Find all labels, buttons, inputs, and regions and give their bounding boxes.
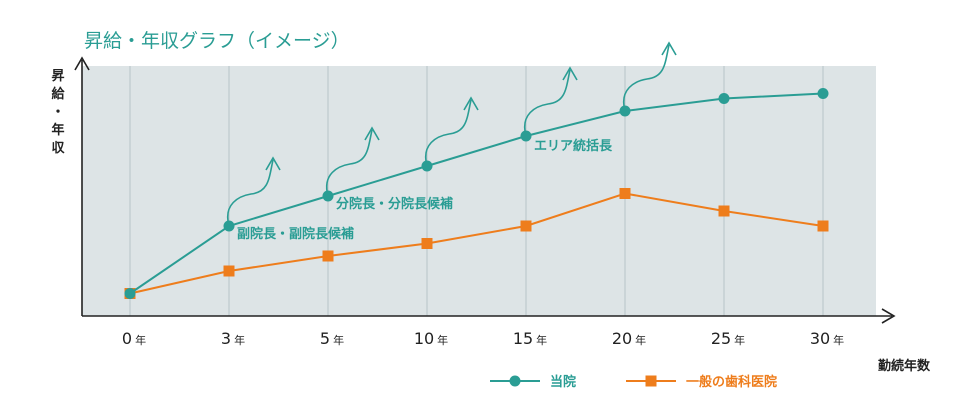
legend-label: 当院 — [550, 374, 576, 390]
growth-arrowhead — [463, 96, 479, 111]
x-axis-label: 勤続年数 — [878, 358, 931, 374]
data-point — [817, 88, 829, 99]
data-point — [421, 160, 433, 172]
growth-arrowhead — [364, 126, 380, 141]
data-point — [124, 288, 136, 299]
data-point — [421, 238, 433, 249]
series-line — [129, 192, 824, 295]
data-point — [718, 93, 730, 104]
x-tick-label: 10 年 — [414, 329, 448, 348]
data-point — [520, 220, 532, 232]
x-tick-label: 25 年 — [711, 329, 745, 348]
data-point — [817, 220, 829, 232]
data-point — [223, 220, 235, 232]
x-tick-label: 20 年 — [612, 329, 646, 348]
growth-arrow — [523, 69, 571, 137]
data-point — [520, 130, 532, 142]
plot-background — [82, 66, 876, 316]
series-line — [129, 92, 824, 295]
growth-arrow — [622, 44, 670, 112]
growth-arrowhead — [562, 66, 578, 81]
y-axis-arrowhead — [74, 56, 90, 71]
chart-title: 昇給・年収グラフ（イメージ） — [84, 30, 350, 52]
annotation-label: 分院長・分院長候補 — [336, 196, 453, 212]
growth-arrowhead — [265, 156, 281, 171]
growth-arrow — [226, 159, 274, 227]
x-axis-arrowhead — [881, 308, 896, 324]
annotation-label: エリア統括長 — [534, 138, 613, 154]
legend-label: 一般の歯科医院 — [686, 374, 777, 390]
data-point — [619, 105, 631, 117]
data-point — [718, 205, 730, 217]
x-tick-label: 30 年 — [810, 329, 844, 348]
annotation-label: 副院長・副院長候補 — [237, 226, 354, 242]
x-tick-label: 15 年 — [513, 329, 547, 348]
legend-marker — [509, 375, 521, 387]
data-point — [322, 250, 334, 262]
data-point — [223, 265, 235, 277]
growth-arrow — [325, 129, 373, 197]
legend-marker — [645, 375, 657, 387]
y-axis-label: 昇給・年収 — [51, 69, 65, 156]
growth-arrowhead — [661, 41, 677, 56]
data-point — [619, 188, 631, 199]
data-point — [322, 190, 334, 202]
growth-arrow — [424, 99, 472, 167]
